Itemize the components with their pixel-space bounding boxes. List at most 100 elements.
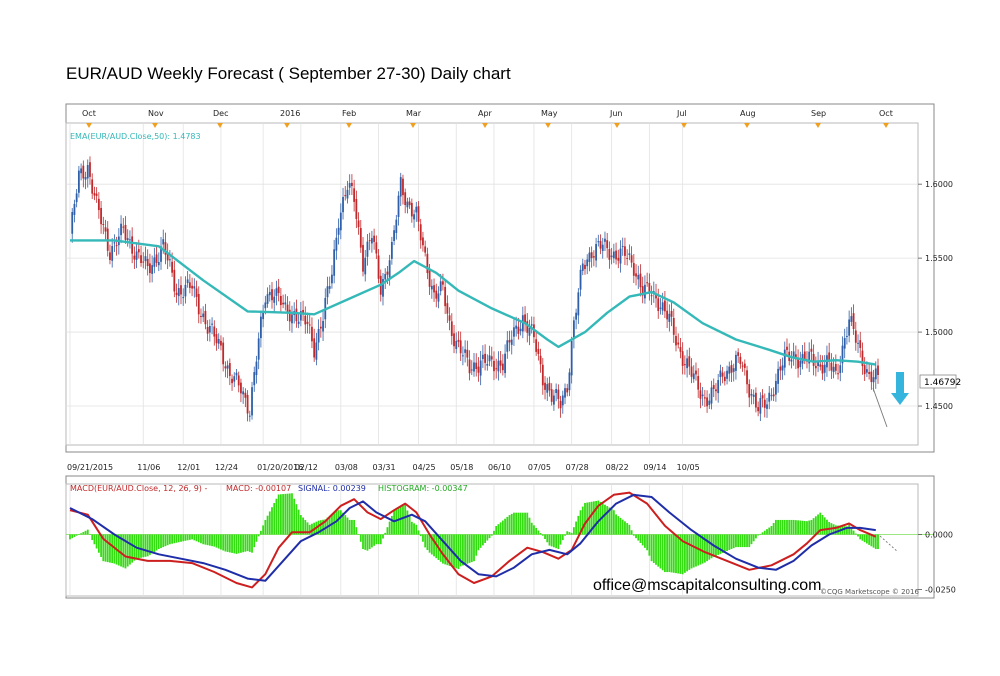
histogram-bar [306,522,309,535]
histogram-bar [344,515,347,535]
histogram-bar [417,530,420,535]
histogram-bar [555,534,558,549]
histogram-bar [77,534,80,535]
histogram-bar [82,532,85,535]
histogram-bar [566,531,569,535]
histogram-bar [701,534,704,564]
histogram-bar [817,514,819,535]
histogram-bar [260,530,262,535]
candle-body [570,340,573,376]
histogram-bar [806,521,808,535]
candle-body [841,345,844,364]
candle-body [386,271,389,275]
candle-body [479,360,482,376]
histogram-bar [533,525,535,535]
candle-body [664,300,666,312]
histogram-bar [106,534,109,563]
candle-body [590,252,593,259]
histogram-bar [561,534,564,541]
histogram-bar [719,534,722,554]
date-tick-label: 09/21/2015 [67,463,113,472]
candle-body [437,293,440,302]
candle-body [635,273,637,277]
histogram-bar [357,534,360,535]
histogram-bar [235,534,238,554]
histogram-bar [528,517,531,535]
candle-body [666,310,669,320]
histogram-bar [848,524,851,535]
candle-body [248,415,251,417]
candle-body [730,365,733,373]
histogram-bar [477,534,480,551]
histogram-bar [439,534,442,562]
candle-body [537,348,540,355]
candle-body [142,261,145,263]
candle-body [708,400,711,405]
histogram-bar [424,534,427,548]
candle-body [668,313,671,322]
histogram-bar [353,519,356,535]
histogram-bar [659,534,662,569]
histogram-bar [222,534,225,551]
histogram-bar [810,519,813,535]
histogram-bar [160,534,162,549]
histogram-bar [251,534,253,553]
histogram-bar [510,513,513,535]
candle-body [761,395,764,399]
candle-body [877,365,879,376]
histogram-bar [544,534,546,539]
histogram-bar [362,534,364,550]
candle-body [495,368,498,370]
histogram-bar [299,515,302,535]
candle-body [857,342,859,344]
candle-body [817,361,819,367]
candle-body [390,242,393,259]
histogram-bar [664,534,666,573]
histogram-bar [670,534,673,573]
candle-body [832,366,835,372]
histogram-bar [200,534,202,544]
month-label: Jul [676,109,687,118]
histogram-bar [308,524,311,535]
candle-body [486,363,489,366]
histogram-bar [488,534,491,539]
candle-body [854,330,857,343]
histogram-bar [89,534,91,535]
histogram-bar [337,510,340,535]
histogram-bar [750,534,753,545]
histogram-bar [801,520,804,535]
candle-body [75,193,78,203]
candle-body [346,189,349,199]
macd-y-tick-label: -0.0250 [925,586,956,595]
candle-body [235,372,238,376]
histogram-bar [242,534,245,553]
candle-body [639,273,642,288]
histogram-bar [277,494,280,535]
candle-body [457,339,460,342]
candle-body [153,257,156,267]
histogram-bar [364,534,367,550]
candle-body [763,399,766,408]
histogram-bar [850,527,853,535]
candle-body [113,242,116,244]
month-label: Mar [406,109,422,118]
candle-body [681,351,684,366]
candle-body [135,251,138,260]
candle-body [712,385,715,390]
date-tick-label: 04/25 [413,463,436,472]
date-tick-label: 08/22 [606,463,629,472]
histogram-bar [279,494,282,535]
candle-body [544,382,546,390]
histogram-bar [692,534,695,568]
candle-body [839,365,842,373]
candle-body [240,382,242,394]
histogram-bar [557,534,560,550]
histogram-bar [481,534,484,546]
histogram-bar [213,534,216,547]
histogram-bar [821,515,824,535]
histogram-bar [635,534,637,539]
histogram-bar [111,534,114,564]
histogram-bar [355,527,358,535]
histogram-bar [861,534,864,541]
candle-body [550,389,553,402]
